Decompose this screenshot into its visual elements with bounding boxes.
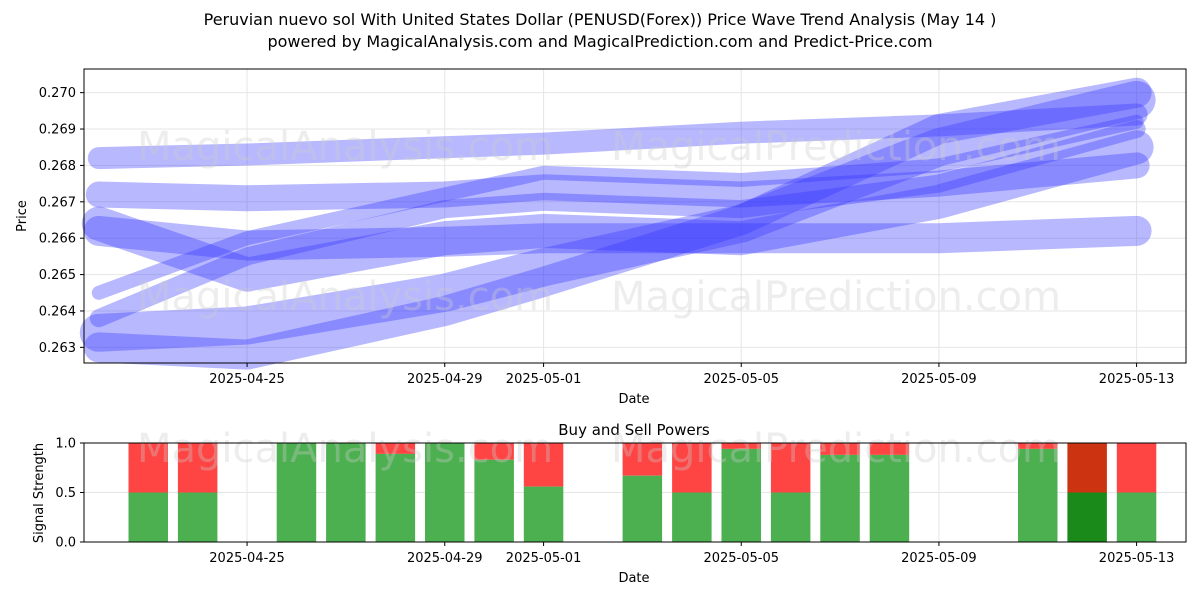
wave-line-wave8 xyxy=(83,215,1152,261)
buy-power-bar xyxy=(869,454,910,542)
sell-power-bar xyxy=(128,443,168,493)
sell-power-bar xyxy=(474,443,514,460)
signal-x-tick-label: 2025-04-25 xyxy=(209,551,285,566)
signal-y-tick-label: 0.5 xyxy=(55,486,76,501)
price-y-tick-label: 0.266 xyxy=(39,232,76,247)
signal-y-axis-label: Signal Strength xyxy=(32,443,47,543)
price-plot-background xyxy=(84,69,1186,363)
chart-title-line2: powered by MagicalAnalysis.com and Magic… xyxy=(267,32,932,51)
sell-power-bar xyxy=(770,443,811,493)
buy-power-bar xyxy=(1018,448,1058,542)
price-y-tick-label: 0.265 xyxy=(39,268,76,283)
sell-power-bar xyxy=(622,443,663,476)
buy-power-bar xyxy=(770,492,811,542)
buy-power-bar xyxy=(721,448,761,542)
price-y-tick-label: 0.270 xyxy=(39,86,76,101)
sell-power-bar xyxy=(1018,443,1058,449)
watermark-prediction-bottom: MagicalPrediction.com xyxy=(611,426,1061,472)
wave-line-wave6 xyxy=(89,120,1146,328)
sell-power-bar xyxy=(1067,443,1107,493)
buy-sell-title: Buy and Sell Powers xyxy=(558,421,710,439)
signal-x-tick-label: 2025-04-29 xyxy=(407,551,483,566)
price-y-tick-label: 0.267 xyxy=(39,195,76,210)
signal-y-tick-label: 1.0 xyxy=(55,437,76,452)
wave-line-wave7 xyxy=(91,114,1144,300)
wave-line-wave4 xyxy=(85,152,1150,212)
buy-sell-panel: Buy and Sell Powers MagicalAnalysis.com … xyxy=(32,421,1187,586)
buy-power-bar xyxy=(276,443,317,542)
sell-power-bar xyxy=(177,443,218,493)
wave-line-wave3 xyxy=(81,130,1154,292)
price-y-axis-label: Price xyxy=(15,200,30,232)
watermark-analysis-mid: MagicalAnalysis.com xyxy=(137,274,553,320)
watermark-prediction-mid: MagicalPrediction.com xyxy=(611,274,1061,320)
price-y-tick-label: 0.264 xyxy=(39,304,76,319)
watermark-analysis-bottom: MagicalAnalysis.com xyxy=(137,426,553,472)
watermark-analysis-top: MagicalAnalysis.com xyxy=(137,124,553,170)
price-x-tick-label: 2025-05-05 xyxy=(703,372,779,387)
price-x-tick-label: 2025-04-25 xyxy=(209,372,285,387)
sell-power-bar xyxy=(523,443,564,487)
sell-power-bar xyxy=(869,443,910,455)
chart-title-line1: Peruvian nuevo sol With United States Do… xyxy=(204,10,997,29)
buy-power-bar xyxy=(820,454,860,542)
sell-power-bar xyxy=(375,443,416,454)
sell-power-bar xyxy=(721,443,761,449)
price-x-tick-label: 2025-05-13 xyxy=(1099,372,1175,387)
price-x-tick-label: 2025-05-09 xyxy=(901,372,977,387)
signal-x-axis-label: Date xyxy=(618,571,649,586)
price-x-tick-label: 2025-04-29 xyxy=(407,372,483,387)
buy-power-bar xyxy=(474,459,514,542)
buy-power-bar xyxy=(1067,492,1107,542)
signal-x-tick-label: 2025-05-09 xyxy=(901,551,977,566)
signal-x-tick-label: 2025-05-13 xyxy=(1099,551,1175,566)
buy-power-bar xyxy=(672,492,712,542)
wave-line-wave1 xyxy=(79,80,1156,352)
buy-power-bar xyxy=(622,475,663,542)
buy-power-bar xyxy=(177,492,218,542)
price-plot-frame xyxy=(83,68,1187,364)
buy-power-bar xyxy=(523,486,564,542)
price-y-tick-label: 0.263 xyxy=(39,341,76,356)
buy-power-bar xyxy=(425,443,465,542)
buy-power-bar xyxy=(375,453,416,542)
buy-power-bar xyxy=(326,443,366,542)
price-y-tick-label: 0.268 xyxy=(39,159,76,174)
sell-power-bar xyxy=(820,443,860,455)
signal-x-tick-label: 2025-05-01 xyxy=(506,551,582,566)
price-x-tick-label: 2025-05-01 xyxy=(506,372,582,387)
sell-power-bar xyxy=(672,443,712,493)
buy-power-bar xyxy=(1116,492,1157,542)
wave-line-wave5 xyxy=(87,103,1148,170)
sell-power-bar xyxy=(1116,443,1157,493)
price-x-axis-label: Date xyxy=(618,392,649,407)
signal-x-tick-label: 2025-05-05 xyxy=(703,551,779,566)
signal-y-tick-label: 0.0 xyxy=(55,536,76,551)
watermark-prediction-top: MagicalPrediction.com xyxy=(611,124,1061,170)
price-wave-panel: MagicalAnalysis.com MagicalPrediction.co… xyxy=(15,68,1187,407)
buy-power-bar xyxy=(128,492,168,542)
price-y-tick-label: 0.269 xyxy=(39,123,76,138)
wave-line-wave2 xyxy=(83,77,1152,370)
